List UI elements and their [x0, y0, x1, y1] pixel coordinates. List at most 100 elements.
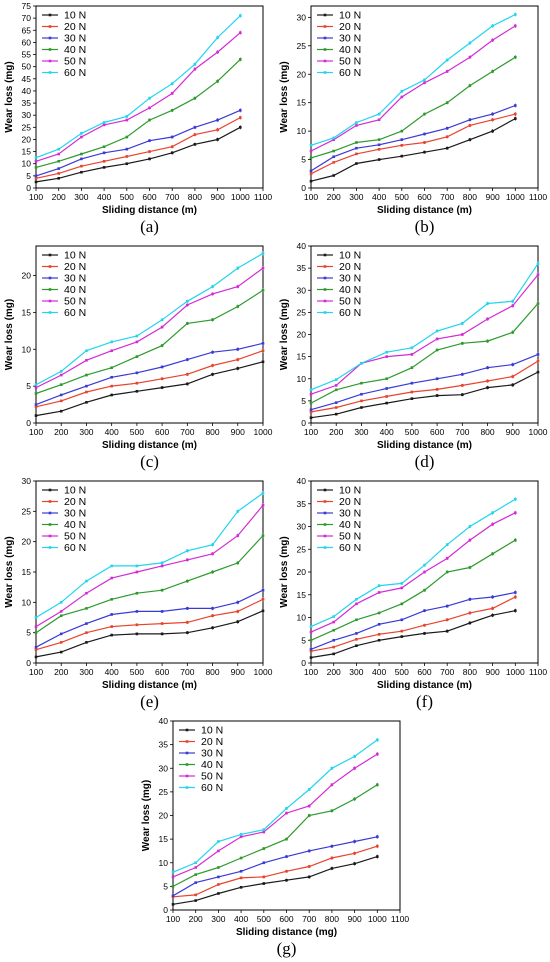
data-point — [400, 144, 404, 147]
x-axis-title: Sliding distance (m) — [377, 680, 472, 691]
series-line-50n — [172, 753, 378, 878]
data-point — [377, 584, 381, 587]
data-point — [491, 112, 494, 116]
data-point — [170, 92, 174, 95]
data-point — [148, 157, 151, 161]
legend-marker — [323, 511, 327, 515]
x-tick-label: 1000 — [254, 427, 273, 437]
data-point — [461, 384, 464, 387]
data-point — [110, 349, 113, 353]
data-point — [514, 112, 517, 116]
y-tick-label: 10 — [22, 159, 32, 169]
legend-label: 20 N — [64, 261, 86, 273]
data-point — [239, 31, 242, 34]
data-point — [468, 525, 472, 528]
data-point — [307, 849, 311, 853]
data-point — [34, 645, 38, 649]
data-point — [186, 549, 189, 553]
data-point — [57, 176, 60, 180]
legend-marker — [48, 288, 52, 291]
data-point — [491, 511, 494, 515]
chart-svg: 100 200 300 400 500 600 700 800 900 1000 0 5 10 15 20 S… — [4, 245, 273, 471]
data-point — [135, 371, 139, 375]
x-tick-label: 700 — [180, 667, 194, 677]
data-point — [435, 388, 439, 391]
data-point — [160, 365, 164, 369]
data-point — [360, 392, 363, 396]
data-point — [211, 318, 214, 322]
x-tick-label: 800 — [188, 192, 202, 202]
data-point — [334, 378, 338, 381]
x-tick-label: 400 — [105, 667, 119, 677]
y-tick-label: 20 — [22, 134, 32, 144]
data-point — [239, 876, 243, 880]
data-point — [34, 403, 38, 406]
data-point — [186, 621, 189, 624]
x-tick-label: 100 — [29, 427, 43, 437]
data-point — [332, 136, 335, 140]
data-point — [125, 147, 129, 151]
legend-label: 40 N — [339, 44, 361, 56]
chart-panel-e: 100 200 300 400 500 600 700 800 900 1000 0 5 10 15 20 2… — [0, 475, 275, 715]
data-point — [216, 36, 219, 39]
x-tick-label: 200 — [329, 427, 343, 437]
data-point — [236, 534, 240, 537]
data-point — [59, 632, 63, 636]
legend-marker — [323, 288, 327, 291]
data-point — [170, 151, 174, 155]
data-point — [514, 591, 517, 594]
x-tick-label: 300 — [349, 192, 363, 202]
series-line-10n — [35, 361, 264, 417]
legend-marker — [48, 511, 52, 515]
data-point — [435, 348, 439, 352]
x-tick-label: 500 — [405, 427, 419, 437]
series-line-30n — [35, 109, 241, 177]
data-point — [211, 350, 214, 354]
y-tick-label: 25 — [22, 122, 32, 132]
data-point — [160, 610, 164, 613]
data-point — [309, 179, 313, 183]
legend-label: 50 N — [64, 56, 86, 68]
data-point — [400, 602, 404, 606]
data-point — [309, 656, 313, 659]
x-tick-label: 1100 — [529, 667, 548, 677]
data-point — [34, 616, 38, 619]
x-tick-label: 1000 — [231, 192, 250, 202]
data-point — [211, 543, 214, 546]
data-point — [491, 70, 494, 73]
data-point — [514, 13, 517, 16]
data-point — [307, 875, 311, 879]
y-tick-label: 45 — [22, 74, 32, 84]
data-point — [135, 610, 139, 613]
data-point — [511, 383, 515, 387]
data-point — [261, 342, 265, 345]
series-line-20n — [310, 360, 539, 413]
data-point — [330, 783, 334, 787]
data-point — [445, 570, 449, 574]
data-point — [353, 862, 356, 865]
data-point — [511, 375, 515, 378]
data-point — [461, 322, 464, 325]
y-tick-label: 0 — [301, 418, 306, 428]
y-tick-label: 40 — [297, 476, 307, 486]
legend-marker — [48, 13, 52, 17]
series-line-30n — [310, 104, 516, 172]
legend-marker — [323, 500, 327, 503]
legend-label: 10 N — [64, 250, 86, 262]
data-point — [410, 381, 414, 385]
y-tick-label: 30 — [297, 522, 307, 532]
data-point — [435, 329, 439, 333]
data-point — [261, 349, 265, 353]
data-point — [85, 579, 88, 583]
x-axis-title: Sliding distance (m) — [102, 680, 197, 691]
data-point — [59, 370, 63, 373]
data-point — [334, 406, 338, 409]
data-point — [285, 811, 288, 815]
y-tick-label: 0 — [301, 183, 306, 193]
data-point — [186, 631, 189, 634]
data-point — [334, 412, 338, 416]
data-point — [211, 292, 214, 296]
y-tick-label: 50 — [22, 62, 32, 72]
data-point — [491, 607, 494, 610]
data-point — [423, 588, 426, 592]
